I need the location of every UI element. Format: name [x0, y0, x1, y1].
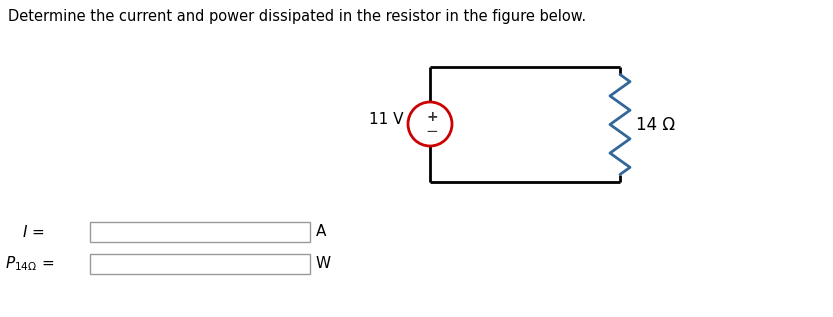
- FancyBboxPatch shape: [90, 254, 310, 274]
- Text: +: +: [426, 110, 438, 124]
- Text: $I$ =: $I$ =: [22, 224, 44, 240]
- Text: 11 V: 11 V: [370, 113, 404, 127]
- Text: A: A: [316, 224, 327, 240]
- Text: $P_{14\Omega}$ =: $P_{14\Omega}$ =: [5, 255, 54, 273]
- Text: W: W: [316, 256, 332, 271]
- Text: Determine the current and power dissipated in the resistor in the figure below.: Determine the current and power dissipat…: [8, 9, 586, 24]
- FancyBboxPatch shape: [90, 222, 310, 242]
- Text: 14 Ω: 14 Ω: [636, 115, 675, 133]
- Text: −: −: [426, 124, 438, 139]
